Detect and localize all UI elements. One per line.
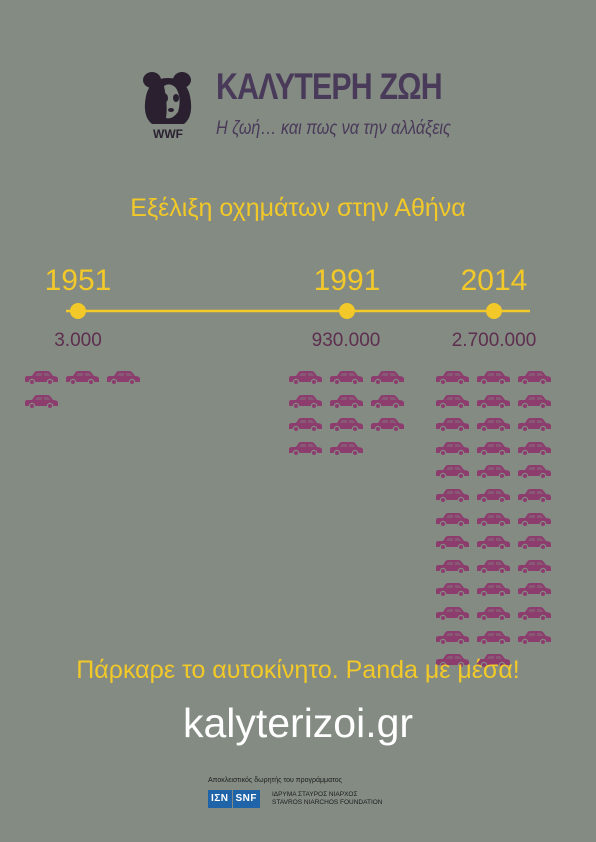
car-icon <box>516 582 552 598</box>
car-icon <box>105 370 141 386</box>
snf-logo-greek: ΙΣΝ <box>208 790 232 808</box>
car-icon <box>475 582 511 598</box>
wwf-panda-logo: WWF <box>143 72 192 141</box>
car-icon <box>434 394 470 409</box>
car-icon <box>434 630 470 645</box>
car-icon <box>328 394 364 409</box>
snf-logo-english: SNF <box>232 790 261 808</box>
sponsor-name-greek: ΙΔΡΥΜΑ ΣΤΑΥΡΟΣ ΝΙΑΡΧΟΣ <box>272 791 358 798</box>
car-icon <box>516 441 552 456</box>
car-icon <box>434 653 470 669</box>
car-icon <box>287 417 323 433</box>
car-icon <box>516 417 552 433</box>
year-label: 2014 <box>460 264 528 297</box>
slogan: Πάρκαρε το αυτοκίνητο. Panda με μέσα! <box>76 656 520 684</box>
car-icon <box>475 417 511 433</box>
car-icon <box>475 606 511 622</box>
car-icon <box>369 417 405 433</box>
car-icon <box>475 512 511 527</box>
car-icon <box>475 488 511 504</box>
car-icon <box>64 370 100 386</box>
infographic-headline: Εξέλιξη οχημάτων στην Αθήνα <box>130 194 466 222</box>
car-icon <box>434 512 470 527</box>
car-icon <box>434 464 470 480</box>
car-icon <box>287 441 323 456</box>
car-icon <box>287 394 323 409</box>
car-icon <box>516 630 552 645</box>
car-icon <box>516 606 552 622</box>
car-icon <box>516 370 552 386</box>
vehicle-count: 2.700.000 <box>451 330 537 351</box>
car-icon <box>23 394 59 409</box>
car-icon <box>516 464 552 480</box>
car-icon <box>475 653 511 669</box>
car-icon <box>434 606 470 622</box>
car-icon <box>516 394 552 409</box>
car-icon <box>328 417 364 433</box>
timeline-dot-1951 <box>70 303 86 319</box>
car-icon <box>328 370 364 386</box>
brand-tagline: Η ζωή… και πως να την αλλάξεις <box>216 118 451 139</box>
car-icon <box>369 370 405 386</box>
car-icon <box>516 535 552 551</box>
car-icon <box>475 559 511 574</box>
car-icon <box>23 370 59 386</box>
car-icon <box>434 559 470 574</box>
website-url[interactable]: kalyterizoi.gr <box>182 700 414 746</box>
sponsor-note: Αποκλειστικός δωρητής του προγράμματος <box>208 777 343 784</box>
sponsor-name-english: STAVROS NIARCHOS FOUNDATION <box>272 799 383 806</box>
timeline-dot-1991 <box>339 303 355 319</box>
car-icon <box>369 394 405 409</box>
car-icon <box>434 417 470 433</box>
sponsor-name: ΙΔΡΥΜΑ ΣΤΑΥΡΟΣ ΝΙΑΡΧΟΣ STAVROS NIARCHOS … <box>272 791 383 807</box>
car-icon <box>516 559 552 574</box>
brand-title: ΚΑΛΥΤΕΡΗ ΖΩΗ <box>216 66 443 107</box>
car-icon <box>475 441 511 456</box>
car-icon <box>475 535 511 551</box>
car-icon <box>287 370 323 386</box>
car-icon <box>434 582 470 598</box>
vehicle-count: 930.000 <box>311 330 381 351</box>
car-icon <box>516 488 552 504</box>
vehicle-count: 3.000 <box>54 330 102 351</box>
car-icon <box>434 370 470 386</box>
timeline-dot-2014 <box>486 303 502 319</box>
car-icon <box>475 630 511 645</box>
snf-logo: ΙΣΝ SNF <box>208 790 261 808</box>
year-label: 1991 <box>313 264 381 297</box>
wwf-text: WWF <box>153 127 183 141</box>
car-icon <box>434 488 470 504</box>
car-icon <box>475 370 511 386</box>
car-icon <box>475 464 511 480</box>
car-icon <box>516 512 552 527</box>
year-label: 1951 <box>44 264 112 297</box>
car-icon <box>328 441 364 456</box>
car-icon <box>475 394 511 409</box>
car-icon <box>434 535 470 551</box>
car-icon <box>434 441 470 456</box>
